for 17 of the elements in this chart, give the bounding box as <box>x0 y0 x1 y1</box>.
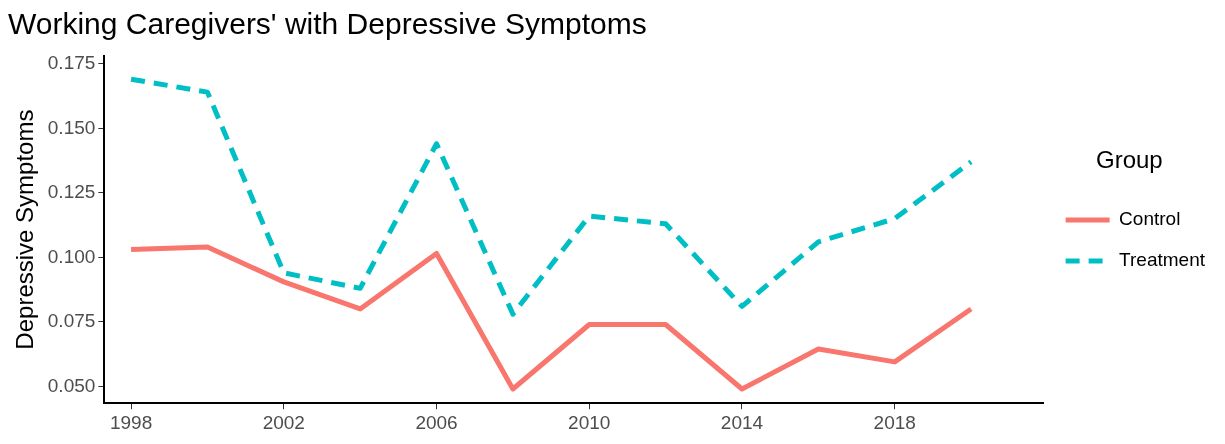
legend-label: Treatment <box>1119 249 1206 271</box>
y-tick-label: 0.100 <box>47 245 96 267</box>
x-tick-label: 2018 <box>873 411 916 433</box>
chart-title: Working Caregivers' with Depressive Symptoms <box>8 7 647 41</box>
x-tick-label: 2006 <box>415 411 458 433</box>
x-tick-label: 2014 <box>720 411 764 433</box>
y-tick-label: 0.125 <box>47 181 96 203</box>
legend-title: Group <box>1095 146 1163 174</box>
y-tick-label: 0.075 <box>47 310 96 332</box>
x-tick-label: 1998 <box>109 411 153 433</box>
y-axis-title: Depressive Symptoms <box>11 109 39 350</box>
x-tick-label: 2010 <box>568 411 611 433</box>
y-tick-label: 0.175 <box>47 51 96 73</box>
x-tick-label: 2002 <box>262 411 305 433</box>
y-tick-label: 0.050 <box>47 374 96 396</box>
legend-label: Control <box>1119 208 1181 230</box>
y-tick-label: 0.150 <box>47 116 96 138</box>
